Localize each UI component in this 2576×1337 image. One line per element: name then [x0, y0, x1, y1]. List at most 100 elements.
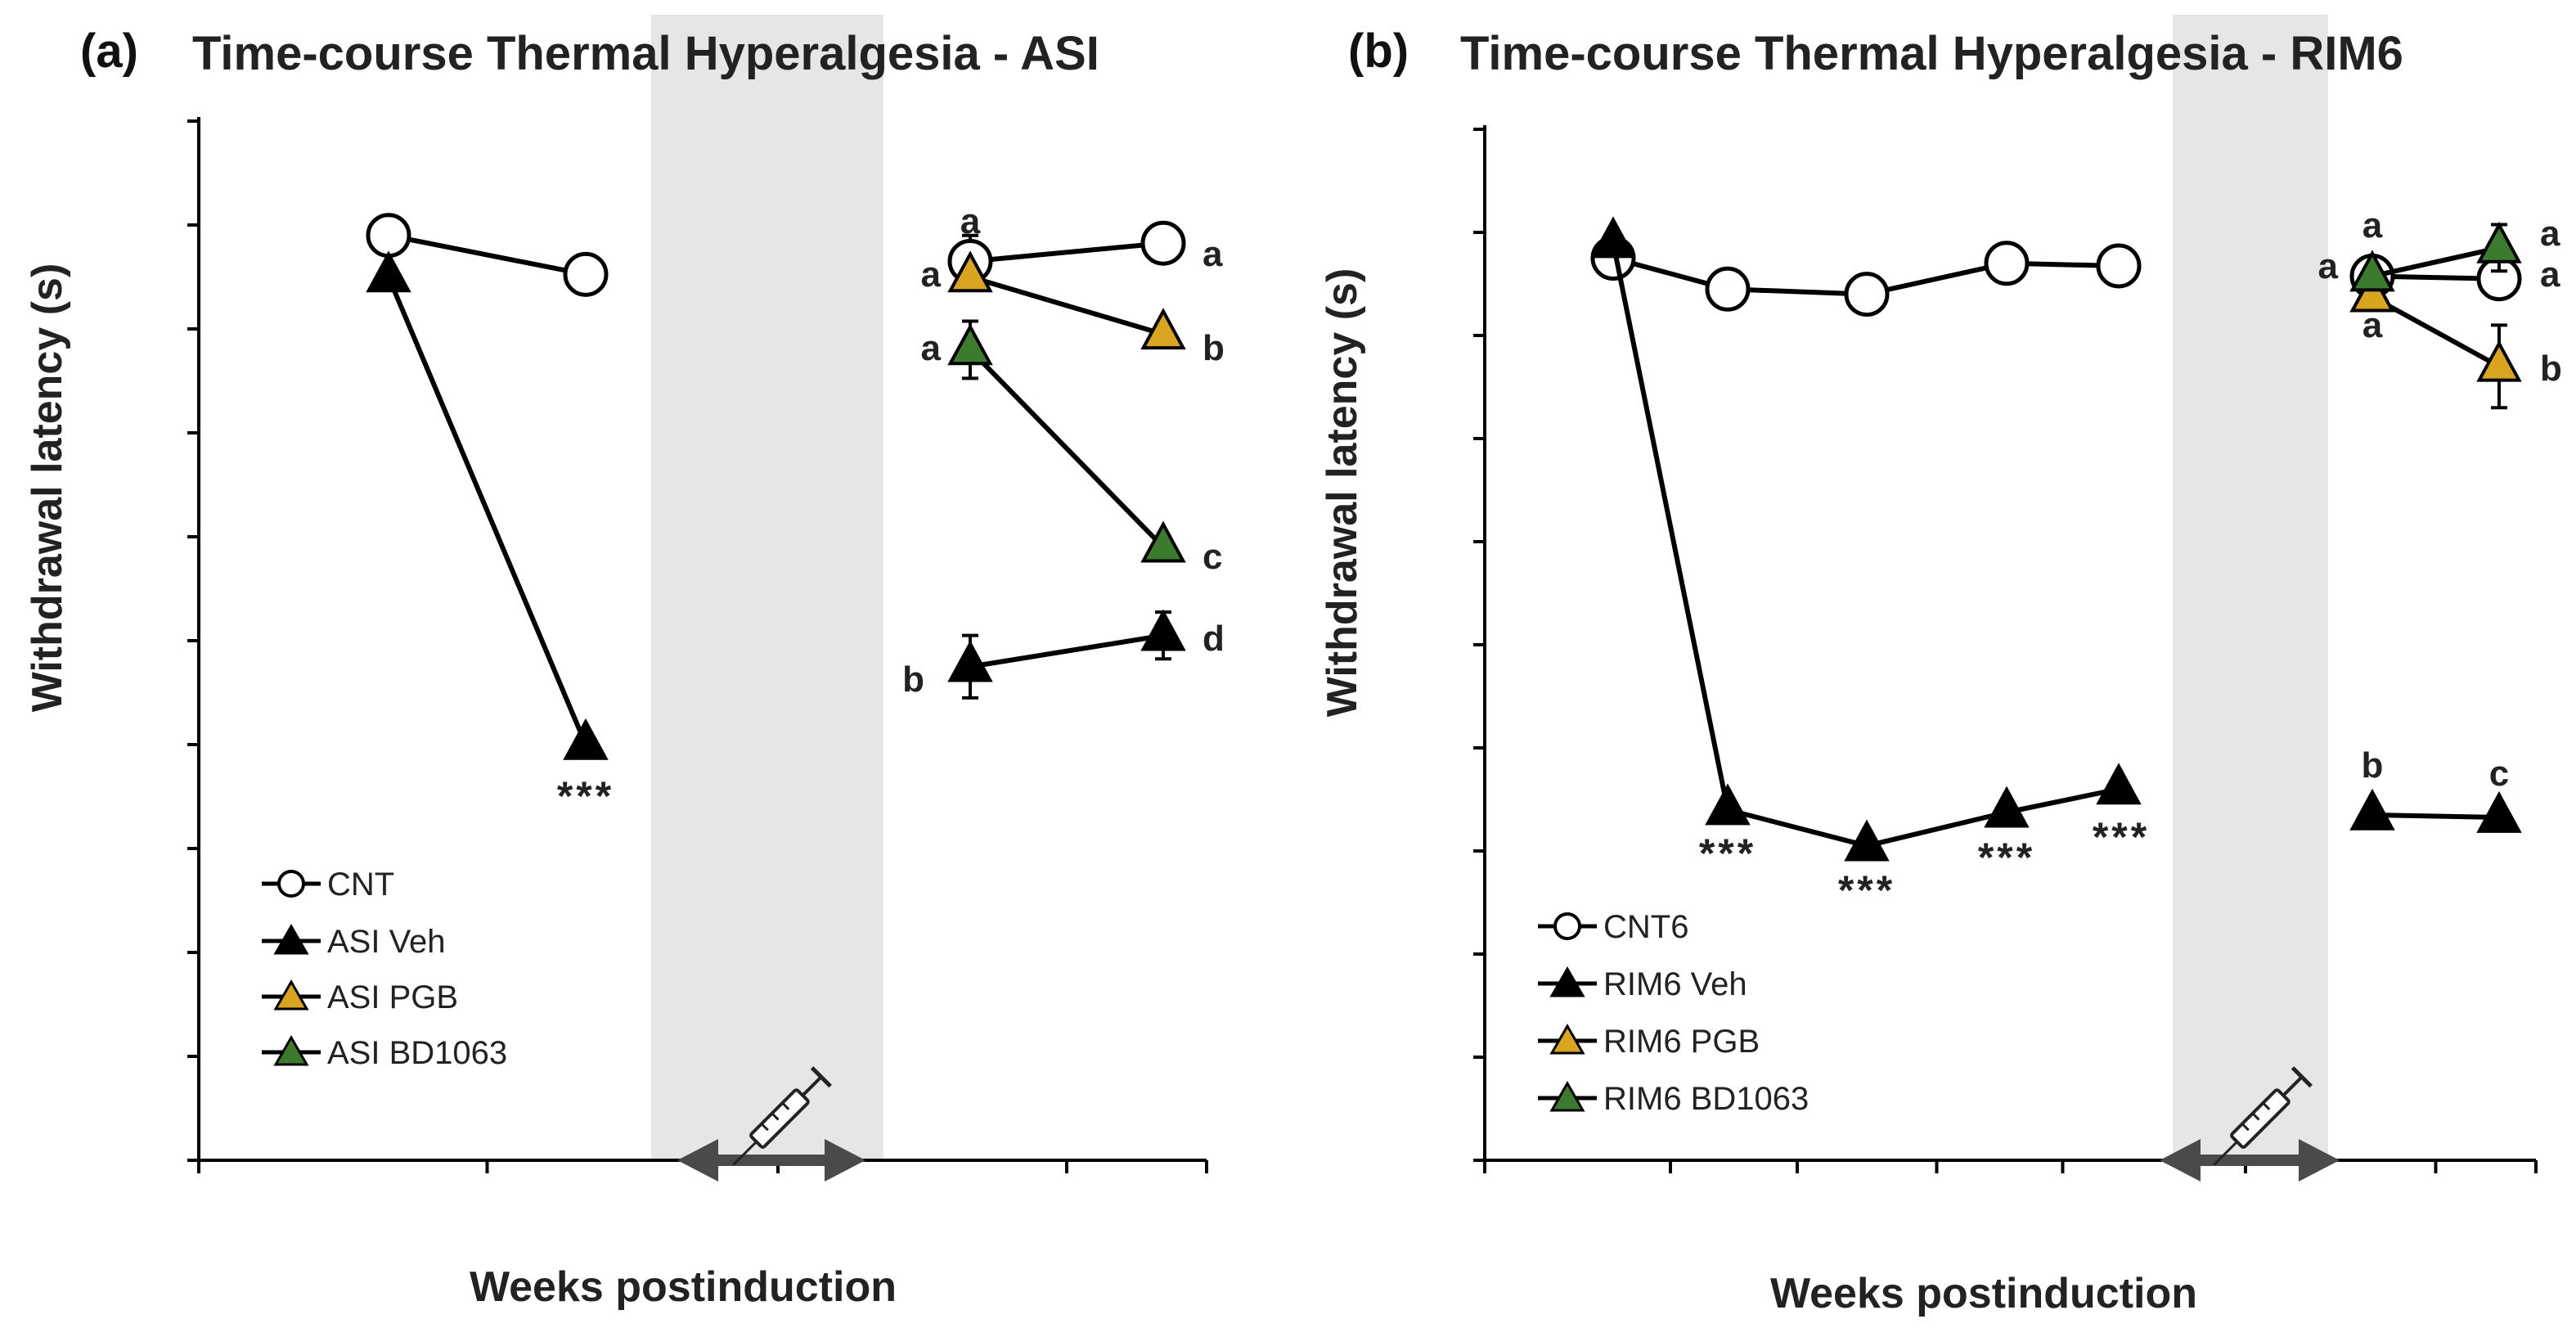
significance-letter: a — [2318, 246, 2339, 286]
series-line-segment — [1727, 807, 1868, 849]
significance-letter: a — [2540, 214, 2560, 254]
syringe-needle — [2213, 1141, 2238, 1166]
syringe-icon — [2213, 1066, 2313, 1166]
significance-letter: b — [1203, 328, 1225, 368]
series-line-segment — [386, 276, 588, 746]
significance-letter: a — [2362, 205, 2383, 245]
data-point-triangle — [2096, 763, 2142, 805]
data-point-circle — [1844, 272, 1890, 317]
syringe-plunger-rod — [2282, 1075, 2304, 1097]
panel-b-label: (b) — [1348, 25, 1409, 78]
panel-a-title: Time-course Thermal Hyperalgesia - ASI — [192, 27, 1099, 80]
series-line-segment — [968, 348, 1166, 549]
data-point-circle — [2096, 243, 2142, 289]
series-line-segment — [969, 274, 1164, 337]
data-point-triangle — [1590, 216, 1636, 259]
syringe-plunger-rod — [801, 1075, 823, 1097]
arrow-head-left — [677, 1139, 718, 1182]
significance-letter: a — [960, 201, 981, 241]
data-point-triangle — [2476, 221, 2522, 263]
syringe-needle — [732, 1141, 758, 1166]
significance-letter: a — [1203, 234, 1223, 274]
data-point-triangle — [1140, 520, 1186, 563]
series-line-segment — [1866, 260, 2007, 297]
significance-stars: *** — [2093, 814, 2150, 860]
data-point-triangle — [563, 718, 609, 760]
data-point-circle — [1984, 241, 2030, 286]
syringe-plunger-handle — [2291, 1066, 2313, 1088]
legend-item-asi-pgb: ASI PGB — [262, 979, 458, 1015]
significance-stars: *** — [1978, 835, 2035, 880]
series-line-segment — [1611, 242, 1730, 811]
significance-letter: a — [921, 254, 942, 295]
significance-letter: a — [921, 328, 942, 368]
series-line-segment — [2371, 812, 2500, 821]
significance-letter: b — [2362, 745, 2384, 786]
syringe-mark — [2241, 1123, 2250, 1132]
legend-item-rim6-bd1063: RIM6 BD1063 — [1538, 1080, 1809, 1117]
legend-marker-circle — [277, 870, 305, 898]
data-point-circle — [1140, 220, 1186, 266]
data-point-triangle — [2349, 788, 2395, 831]
data-point-triangle — [1140, 308, 1186, 350]
data-point-triangle — [1844, 819, 1890, 862]
syringe-barrel — [2230, 1088, 2291, 1149]
legend-marker-triangle-gold — [1549, 1023, 1585, 1055]
data-point-triangle — [2476, 340, 2522, 382]
series-rim6-pgb — [2349, 270, 2522, 410]
legend-marker-triangle-green — [1549, 1080, 1585, 1112]
significance-letter: c — [2489, 754, 2509, 794]
data-point-triangle — [366, 250, 411, 293]
legend-label-asi-bd1063: ASI BD1063 — [327, 1035, 507, 1071]
significance-letter: a — [2362, 305, 2383, 345]
series-line-segment — [388, 232, 587, 277]
legend-item-asi-veh: ASI Veh — [262, 923, 446, 960]
series-rim6-veh — [1590, 216, 2522, 862]
significance-stars: *** — [557, 773, 614, 819]
data-point-triangle — [947, 640, 993, 682]
legend-item-cnt6: CNT6 — [1538, 909, 1688, 945]
legend-marker-triangle-black — [1549, 966, 1585, 997]
panel-b-underlay — [1473, 15, 2538, 1173]
panel-b-title: Time-course Thermal Hyperalgesia - RIM6 — [1460, 27, 2403, 80]
arrow-head-left — [2160, 1139, 2201, 1182]
legend-label-rim6-bd1063: RIM6 BD1063 — [1603, 1081, 1809, 1117]
data-point-circle — [1705, 266, 1751, 312]
significance-letter: c — [1203, 537, 1222, 577]
legend-item-rim6-veh: RIM6 Veh — [1538, 966, 1747, 1002]
data-point-circle — [366, 213, 411, 259]
series-line-segment — [969, 241, 1164, 264]
significance-letter: a — [2540, 254, 2560, 295]
series-asi-pgb — [947, 250, 1186, 350]
series-line-segment — [1727, 286, 1868, 297]
data-point-triangle — [1705, 783, 1751, 826]
syringe-mark — [781, 1101, 790, 1110]
significance-letter: b — [902, 659, 924, 700]
data-point-triangle — [947, 250, 993, 293]
significance-letter: d — [1203, 619, 1225, 659]
series-cnt6 — [1590, 236, 2522, 317]
legend-marker-triangle-black — [273, 923, 309, 955]
data-point-triangle — [1984, 786, 2030, 828]
panel-a-chart: (a) Time-course Thermal Hyperalgesia - A… — [24, 15, 1225, 1311]
legend-marker-circle — [1553, 912, 1581, 940]
data-point-triangle — [2476, 790, 2522, 833]
legend-marker-triangle-green — [273, 1034, 309, 1066]
series-rim6-bd1063 — [2349, 221, 2522, 292]
panel-b-y-axis-title: Withdrawal latency (s) — [1319, 268, 1366, 718]
legend-label-cnt6: CNT6 — [1603, 909, 1688, 945]
panel-b-x-axis-title: Weeks postinduction — [1770, 1270, 2197, 1317]
series-asi-bd1063 — [947, 319, 1186, 563]
syringe-mark — [2262, 1101, 2271, 1110]
legend-label-rim6-veh: RIM6 Veh — [1603, 966, 1747, 1002]
treatment-double-arrow — [677, 1139, 865, 1182]
series-line-segment — [2006, 786, 2120, 815]
series-line-segment — [969, 632, 1164, 669]
data-point-triangle — [1140, 609, 1186, 651]
series-line-segment — [2371, 245, 2500, 279]
legend-marker-triangle-gold — [273, 979, 309, 1011]
panel-a-y-axis-title: Withdrawal latency (s) — [24, 263, 71, 713]
syringe-mark — [771, 1112, 780, 1121]
series-line-segment — [2371, 295, 2501, 369]
